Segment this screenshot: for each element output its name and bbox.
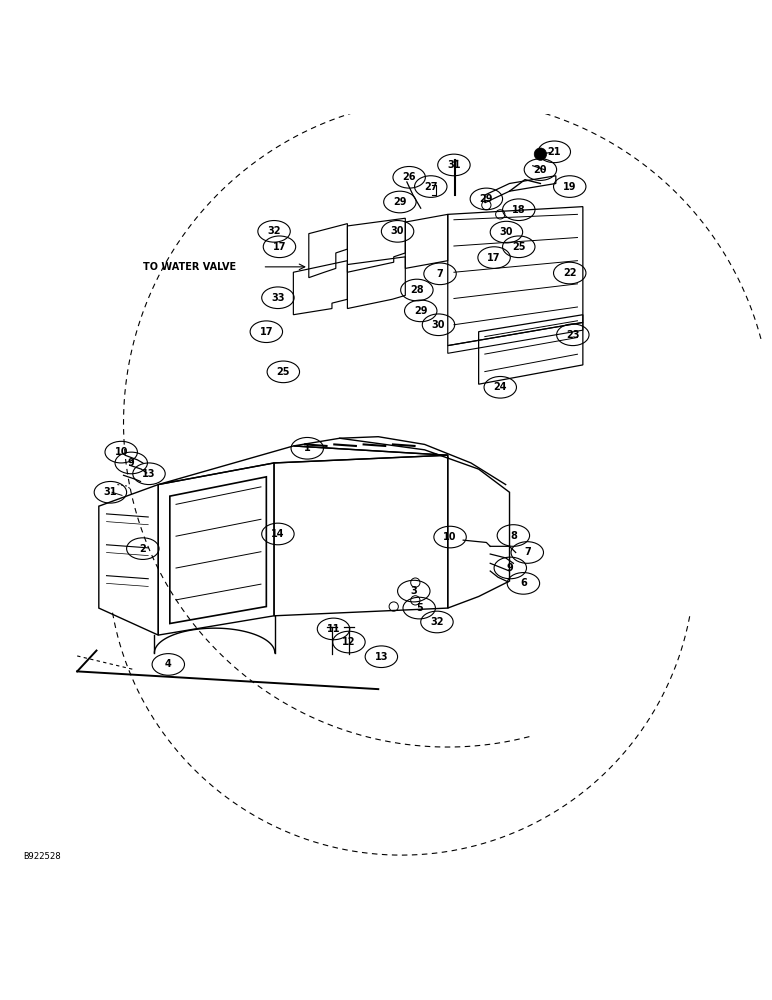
Text: 10: 10 — [443, 532, 457, 542]
Text: 29: 29 — [414, 306, 428, 316]
Text: 27: 27 — [424, 182, 438, 192]
Text: 32: 32 — [267, 226, 281, 236]
Text: 7: 7 — [524, 547, 530, 557]
Text: 29: 29 — [479, 194, 493, 204]
Text: 7: 7 — [437, 269, 443, 279]
Text: 30: 30 — [432, 320, 445, 330]
Text: TO WATER VALVE: TO WATER VALVE — [143, 262, 236, 272]
Text: 17: 17 — [487, 253, 501, 263]
Text: 20: 20 — [533, 165, 547, 175]
Text: 30: 30 — [391, 226, 405, 236]
Text: 17: 17 — [259, 327, 273, 337]
Text: 25: 25 — [512, 242, 526, 252]
Text: 13: 13 — [142, 469, 156, 479]
Text: 31: 31 — [103, 487, 117, 497]
Text: 6: 6 — [520, 578, 527, 588]
Text: 24: 24 — [493, 382, 507, 392]
Text: 2: 2 — [140, 544, 146, 554]
Text: 26: 26 — [402, 172, 416, 182]
Text: 10: 10 — [114, 447, 128, 457]
Text: 23: 23 — [566, 330, 580, 340]
Text: 5: 5 — [416, 603, 422, 613]
Circle shape — [534, 148, 547, 160]
Text: 30: 30 — [499, 227, 513, 237]
Text: 8: 8 — [510, 531, 516, 541]
Text: 33: 33 — [271, 293, 285, 303]
Text: 32: 32 — [430, 617, 444, 627]
Text: 18: 18 — [512, 205, 526, 215]
Text: 25: 25 — [276, 367, 290, 377]
Text: 19: 19 — [563, 182, 577, 192]
Text: 21: 21 — [547, 147, 561, 157]
Text: 31: 31 — [447, 160, 461, 170]
Text: 17: 17 — [273, 242, 286, 252]
Text: 12: 12 — [342, 637, 356, 647]
Text: 11: 11 — [327, 624, 340, 634]
Text: 9: 9 — [507, 563, 513, 573]
Text: B922528: B922528 — [23, 852, 61, 861]
Text: 14: 14 — [271, 529, 285, 539]
Text: 22: 22 — [563, 268, 577, 278]
Text: 28: 28 — [410, 285, 424, 295]
Text: 4: 4 — [165, 659, 171, 669]
Text: 3: 3 — [411, 586, 417, 596]
Text: 1: 1 — [304, 443, 310, 453]
Text: 9: 9 — [128, 458, 134, 468]
Text: 13: 13 — [374, 652, 388, 662]
Text: 29: 29 — [393, 197, 407, 207]
